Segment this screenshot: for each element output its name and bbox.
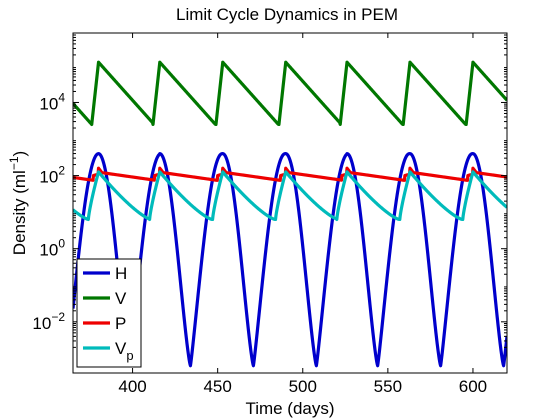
y-axis-label-base: Density (ml <box>10 170 29 255</box>
chart-title: Limit Cycle Dynamics in PEM <box>176 5 398 24</box>
series-v-line <box>73 60 507 126</box>
y-tick-label-base: 10 <box>39 241 58 260</box>
legend-label: V <box>115 289 127 308</box>
legend-label-name: V <box>115 289 127 308</box>
x-tick-label: 550 <box>374 377 402 396</box>
plot-area-frame <box>72 32 508 374</box>
y-tick-label-exp: 4 <box>58 90 65 104</box>
x-tick-label: 400 <box>118 377 146 396</box>
y-tick-label-exp: 2 <box>58 164 65 178</box>
y-tick-label-base: 10 <box>39 94 58 113</box>
y-axis-label-close: ) <box>10 151 29 157</box>
legend-label-name: V <box>115 339 127 358</box>
legend-label: Vp <box>115 339 134 363</box>
y-tick-label: 10−2 <box>32 310 65 333</box>
y-axis-label: Density (ml−1) <box>7 151 29 255</box>
series-p-line <box>73 166 507 182</box>
legend-label-name: P <box>115 314 126 333</box>
x-axis-label: Time (days) <box>245 399 334 418</box>
y-tick-label-exp: −2 <box>51 310 65 324</box>
y-tick-label-exp: 0 <box>58 237 65 251</box>
legend-label-sub: p <box>126 348 133 363</box>
x-tick-label: 450 <box>203 377 231 396</box>
y-axis-label-sup: −1 <box>7 156 21 170</box>
x-tick-label: 600 <box>459 377 487 396</box>
y-tick-label-base: 10 <box>32 314 51 333</box>
series-vp-line <box>73 170 507 222</box>
legend-label-name: H <box>115 264 127 283</box>
x-tick-label: 500 <box>289 377 317 396</box>
legend-label: H <box>115 264 127 283</box>
legend-label: P <box>115 314 126 333</box>
y-tick-label: 100 <box>39 237 65 260</box>
legend-entry-h: H <box>83 264 127 283</box>
y-tick-label: 102 <box>39 164 65 187</box>
series-layer <box>73 60 507 368</box>
y-tick-label: 104 <box>39 90 65 113</box>
y-tick-label-base: 10 <box>39 168 58 187</box>
legend-entry-p: P <box>83 314 126 333</box>
legend-entry-v: V <box>83 289 127 308</box>
legend-entry-vp: Vp <box>83 339 134 363</box>
